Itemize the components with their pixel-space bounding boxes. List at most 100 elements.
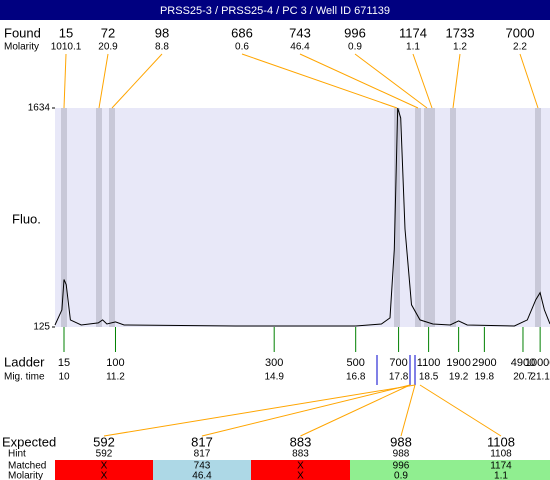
connector: [412, 53, 433, 109]
ladder-size: 1100: [417, 357, 441, 369]
connector: [452, 53, 461, 109]
connector: [201, 384, 411, 437]
ladder-time: 19.8: [475, 372, 495, 383]
expected-value: 592: [93, 434, 115, 449]
connector: [519, 53, 539, 109]
found-molarity: 2.2: [513, 42, 527, 53]
row-label: Molarity: [8, 471, 43, 480]
peak-band: [450, 108, 456, 327]
ladder-size: 15: [58, 357, 70, 369]
peak-band: [535, 108, 541, 327]
row-label: Matched: [8, 461, 46, 472]
found-molarity: 1010.1: [51, 42, 82, 53]
peak-band: [429, 108, 435, 327]
connector: [419, 384, 502, 437]
ladder-size: 100: [106, 357, 124, 369]
y-tick-label: 125: [33, 322, 50, 333]
ladder-size: 10000: [525, 357, 550, 369]
found-molarity: 1.1: [406, 42, 420, 53]
ladder-time: 19.2: [449, 372, 469, 383]
ladder-size: 300: [265, 357, 283, 369]
row-label: Expected: [2, 434, 56, 449]
ladder-size: 700: [389, 357, 407, 369]
hint-value: 883: [292, 449, 309, 460]
expected-value: 1108: [487, 434, 515, 449]
ladder-size: 1900: [446, 357, 470, 369]
found-size: 72: [101, 25, 115, 40]
match-cell: [55, 460, 153, 480]
molarity-value: 46.4: [192, 471, 212, 480]
ladder-size: 2900: [472, 357, 496, 369]
found-molarity: 20.9: [98, 42, 118, 53]
row-label: Hint: [8, 449, 26, 460]
ladder-time: 10: [58, 372, 70, 383]
found-size: 1174: [399, 25, 427, 40]
expected-value: 883: [290, 434, 312, 449]
hint-value: 1108: [490, 449, 512, 460]
matched-value: 743: [194, 461, 211, 472]
ladder-label: Ladder: [4, 354, 45, 369]
found-size: 98: [155, 25, 169, 40]
peak-band: [394, 108, 400, 327]
matched-value: 996: [393, 461, 410, 472]
matched-value: X: [297, 461, 304, 472]
matched-value: X: [101, 461, 108, 472]
hint-value: 817: [194, 449, 211, 460]
ladder-time: 20.7: [513, 372, 533, 383]
found-size: 7000: [506, 25, 535, 40]
y-tick-label: 1634: [28, 103, 51, 114]
connector: [300, 384, 411, 437]
found-molarity: 0.9: [348, 42, 362, 53]
expected-value: 988: [390, 434, 412, 449]
connector: [400, 384, 416, 437]
found-molarity: 8.8: [155, 42, 169, 53]
match-cell: [251, 460, 350, 480]
connector: [63, 53, 67, 109]
ladder-time: 14.9: [264, 372, 284, 383]
peak-band: [61, 108, 67, 327]
connector: [354, 53, 428, 109]
trace: [54, 107, 550, 327]
title: PRSS25-3 / PRSS25-4 / PC 3 / Well ID 671…: [160, 5, 390, 17]
found-size: 686: [231, 25, 253, 40]
connector: [241, 53, 398, 109]
peak-band: [96, 108, 102, 327]
molarity-value: X: [101, 471, 108, 480]
found-size: 1733: [446, 25, 475, 40]
peak-band: [424, 108, 430, 327]
molarity-value: X: [297, 471, 304, 480]
title-bar: [0, 0, 550, 20]
connector: [103, 384, 416, 437]
connector: [98, 53, 109, 109]
match-cell: [153, 460, 251, 480]
match-cell: [350, 460, 452, 480]
ladder-time: 21.1: [530, 372, 550, 383]
plot-area: [55, 108, 550, 327]
molarity-value: 1.1: [494, 471, 508, 480]
molarity-value: 0.9: [394, 471, 408, 480]
ladder-time: 17.8: [389, 372, 409, 383]
expected-value: 817: [191, 434, 213, 449]
found-molarity: 1.2: [453, 42, 467, 53]
ladder-size: 500: [347, 357, 365, 369]
peak-band: [415, 108, 421, 327]
y-axis-label: Fluo.: [12, 211, 41, 226]
found-label: Found: [4, 25, 41, 40]
found-molarity: 0.6: [235, 42, 249, 53]
mig-time-label: Mig. time: [4, 372, 45, 383]
molarity-label: Molarity: [4, 42, 39, 53]
found-molarity: 46.4: [290, 42, 310, 53]
ladder-size: 4900: [511, 357, 535, 369]
found-size: 743: [289, 25, 311, 40]
hint-value: 592: [96, 449, 113, 460]
peak-band: [109, 108, 115, 327]
found-size: 996: [344, 25, 366, 40]
found-size: 15: [59, 25, 73, 40]
ladder-time: 18.5: [419, 372, 439, 383]
ladder-time: 16.8: [346, 372, 366, 383]
ladder-time: 11.2: [106, 372, 125, 383]
connector: [299, 53, 419, 109]
hint-value: 988: [393, 449, 410, 460]
